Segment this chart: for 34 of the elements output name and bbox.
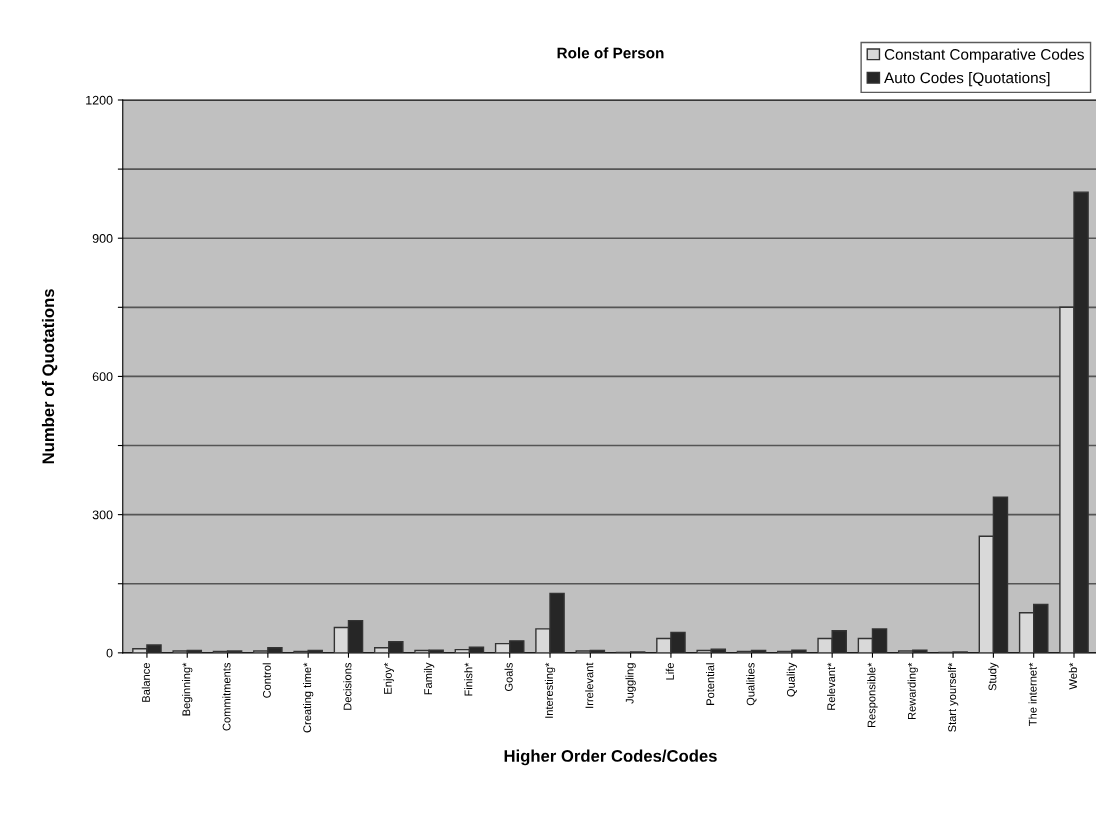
x-tick-label: Commitments — [222, 662, 231, 731]
x-tick-label: Life — [665, 663, 674, 680]
x-tick-label: Study — [988, 662, 999, 691]
x-tick-label: Creating time* — [302, 662, 314, 733]
chart-title: Role of Person — [557, 47, 664, 59]
y-axis-title: Number of Quotations — [41, 289, 58, 464]
y-tick-label: 300 — [92, 510, 113, 520]
legend-label: Constant Comparative Codes — [884, 48, 1084, 63]
x-tick-label: Responsible* — [867, 662, 878, 728]
x-tick-label: Rewarding* — [907, 662, 918, 720]
x-tick-label: Family — [423, 662, 435, 695]
legend-label: Auto Codes [Quotations] — [884, 72, 1050, 87]
x-tick-label: Beginning* — [182, 662, 193, 716]
x-tick-label: Start yourself* — [947, 662, 959, 732]
x-tick-label: Control — [262, 663, 271, 698]
x-tick-label: Balance — [141, 663, 150, 702]
x-tick-label: Web* — [1068, 662, 1077, 690]
x-tick-label: Interesting* — [544, 662, 556, 718]
x-tick-label: Finish* — [464, 662, 473, 696]
y-tick-label: 1200 — [86, 95, 113, 105]
x-tick-label: Enjoy* — [383, 662, 394, 694]
y-tick-label: 600 — [92, 372, 113, 382]
x-tick-label: Decisions — [343, 662, 352, 710]
x-axis-title: Higher Order Codes/Codes — [504, 749, 717, 766]
y-tick-label: 0 — [106, 648, 113, 658]
x-tick-label: Relevant* — [826, 662, 836, 710]
x-tick-label: Irrelevant — [585, 662, 594, 708]
x-tick-label: Qualities — [746, 662, 757, 706]
x-tick-label: Juggling — [625, 663, 636, 704]
x-tick-label: Quality — [786, 662, 798, 697]
x-tick-label: The internet* — [1028, 662, 1037, 726]
x-tick-label: Potential — [706, 663, 715, 705]
x-tick-label: Goals — [504, 662, 513, 692]
y-tick-label: 900 — [92, 234, 113, 243]
